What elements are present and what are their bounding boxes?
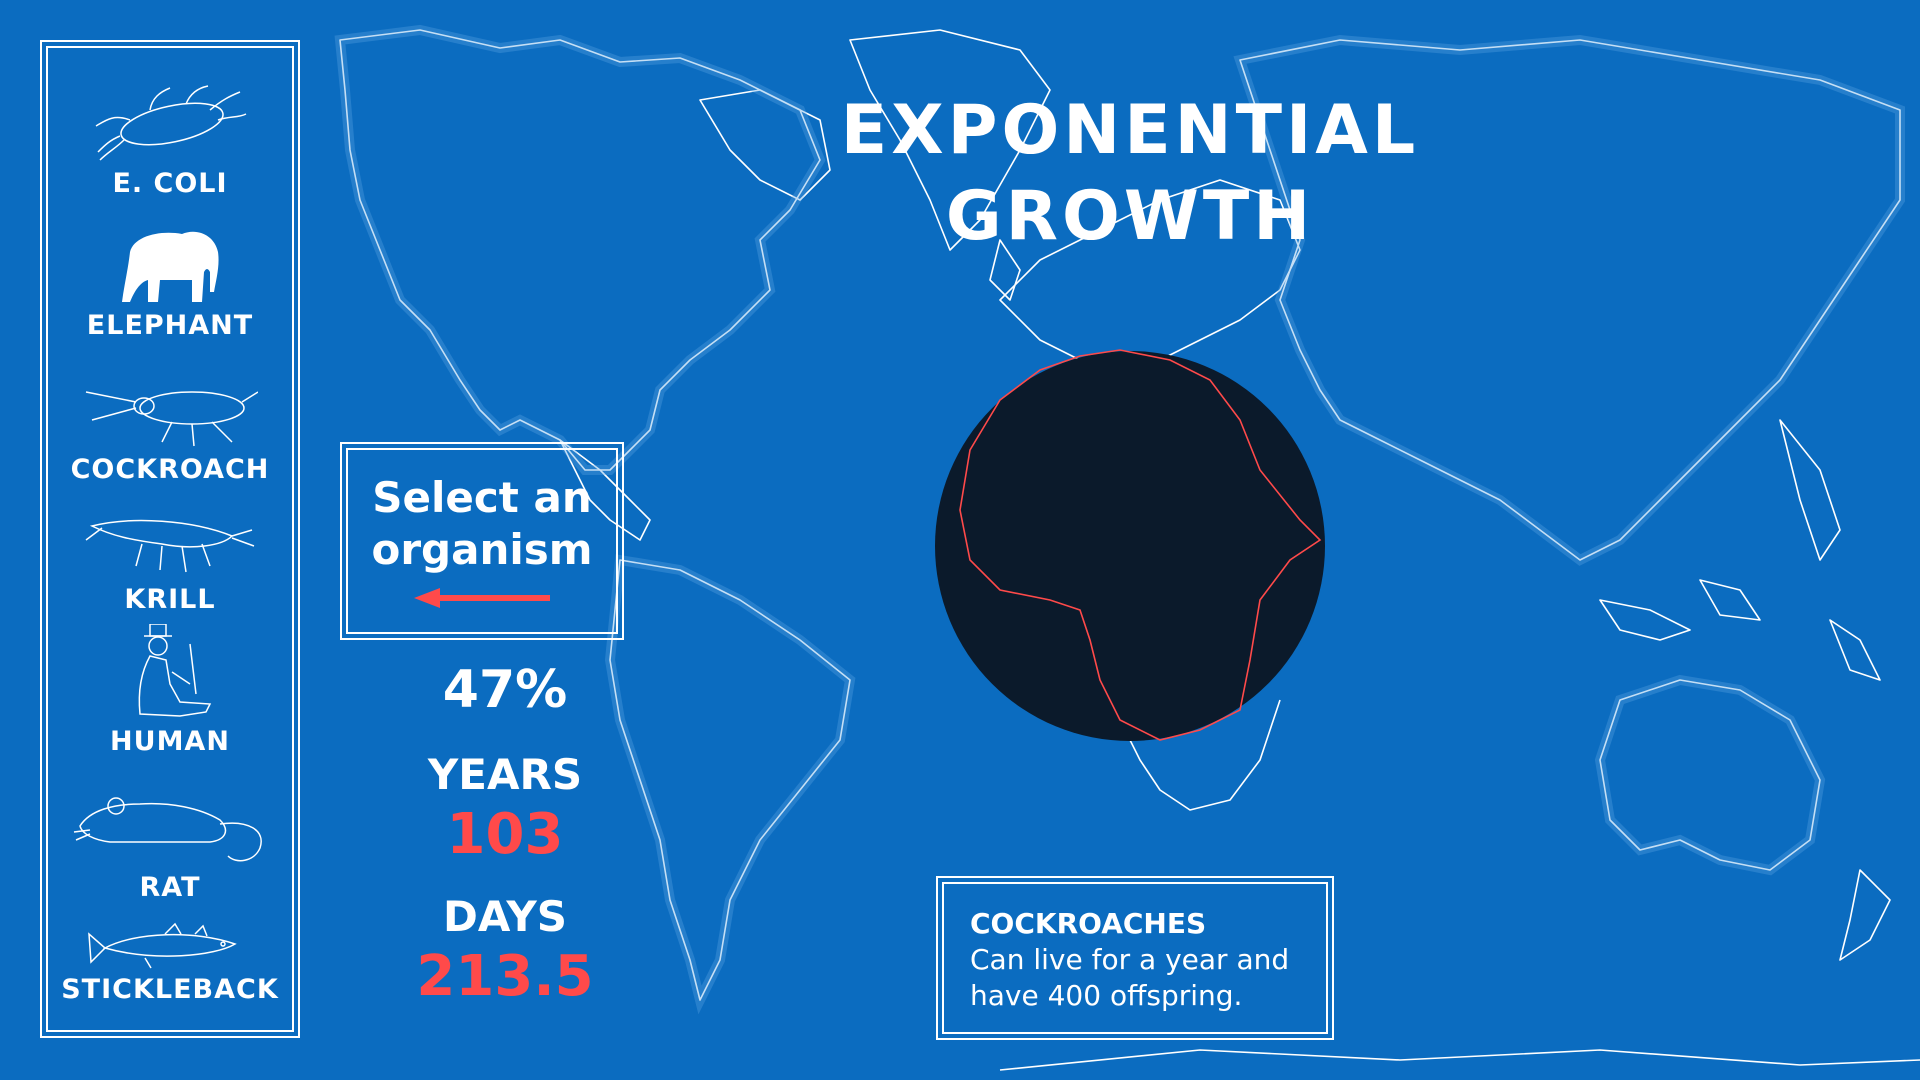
organism-stickleback[interactable]: STICKLEBACK <box>42 922 298 1005</box>
select-prompt-line-2: organism <box>371 525 593 574</box>
select-prompt-line-1: Select an <box>372 473 592 522</box>
organism-cockroach[interactable]: COCKROACH <box>42 372 298 485</box>
organism-krill[interactable]: KRILL <box>42 506 298 615</box>
years-value: 103 <box>446 802 564 867</box>
organism-human[interactable]: HUMAN <box>42 624 298 757</box>
organism-label: KRILL <box>124 584 216 615</box>
organism-info-box: COCKROACHES Can live for a year and have… <box>936 876 1334 1040</box>
africa-outline <box>959 349 1322 741</box>
days-value: 213.5 <box>416 944 594 1009</box>
rat-icon <box>73 797 262 862</box>
organism-label: COCKROACH <box>70 454 270 485</box>
days-label: DAYS <box>442 892 567 941</box>
organism-rat[interactable]: RAT <box>42 790 298 903</box>
info-title: COCKROACHES <box>970 907 1207 940</box>
select-prompt-box: Select an organism <box>340 442 624 640</box>
organism-label: RAT <box>139 872 201 903</box>
arrow-left-icon <box>414 588 550 608</box>
page-title: EXPONENTIAL GROWTH <box>800 88 1460 260</box>
human-icon <box>138 624 212 717</box>
organism-elephant[interactable]: ELEPHANT <box>42 222 298 341</box>
title-line-2: GROWTH <box>945 177 1315 256</box>
info-description-line-1: Can live for a year and <box>970 943 1290 976</box>
elephant-icon <box>122 231 219 302</box>
population-circle <box>935 351 1325 741</box>
organism-label: HUMAN <box>110 726 230 757</box>
cockroach-icon <box>85 391 258 447</box>
info-description-line-2: have 400 offspring. <box>970 979 1243 1012</box>
years-label: YEARS <box>427 750 583 799</box>
krill-icon <box>85 519 255 573</box>
e-coli-icon <box>95 85 247 161</box>
stickleback-icon <box>88 922 237 969</box>
organism-label: ELEPHANT <box>86 310 254 341</box>
select-prompt-text: Select an organism <box>342 472 622 576</box>
organism-e-coli[interactable]: E. COLI <box>42 80 298 199</box>
progress-percent: 47% <box>442 660 568 720</box>
organism-sidebar: E. COLI ELEPHANT COCKROACH KRILL <box>40 40 300 1038</box>
organism-label: STICKLEBACK <box>61 974 279 1005</box>
title-line-1: EXPONENTIAL <box>840 91 1420 170</box>
organism-label: E. COLI <box>112 168 228 199</box>
